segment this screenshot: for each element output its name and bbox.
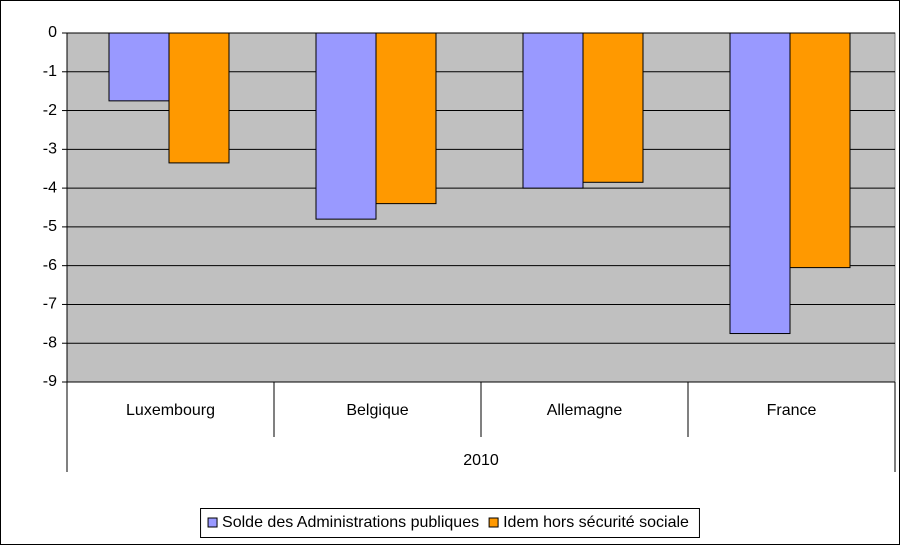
legend-swatch — [207, 517, 218, 528]
y-tick-label: -9 — [43, 373, 57, 390]
y-tick-label: -5 — [43, 218, 57, 235]
bar — [789, 32, 851, 269]
bar — [375, 32, 437, 205]
y-tick-label: -2 — [43, 102, 57, 119]
bar — [582, 32, 644, 183]
y-tick-label: -6 — [43, 257, 57, 274]
y-tick-label: -8 — [43, 334, 57, 351]
y-tick-label: -7 — [43, 296, 57, 313]
x-tick-label: Belgique — [346, 402, 408, 419]
x-tick-label: Allemagne — [547, 402, 623, 419]
bar — [522, 32, 584, 189]
legend-swatch — [488, 517, 499, 528]
y-tick-label: -3 — [43, 141, 57, 158]
x-tick-label: Luxembourg — [126, 402, 215, 419]
y-tick-label: -1 — [43, 63, 57, 80]
legend-label: Idem hors sécurité sociale — [503, 514, 689, 531]
x-tick-label: France — [767, 402, 817, 419]
bar — [168, 32, 230, 164]
legend-label: Solde des Administrations publiques — [222, 514, 479, 531]
y-tick-label: -4 — [43, 179, 57, 196]
legend — [200, 508, 700, 538]
bar — [315, 32, 377, 220]
y-tick-label: 0 — [48, 24, 57, 41]
bar — [729, 32, 791, 335]
bar — [108, 32, 170, 102]
category-group-label: 2010 — [463, 452, 499, 469]
